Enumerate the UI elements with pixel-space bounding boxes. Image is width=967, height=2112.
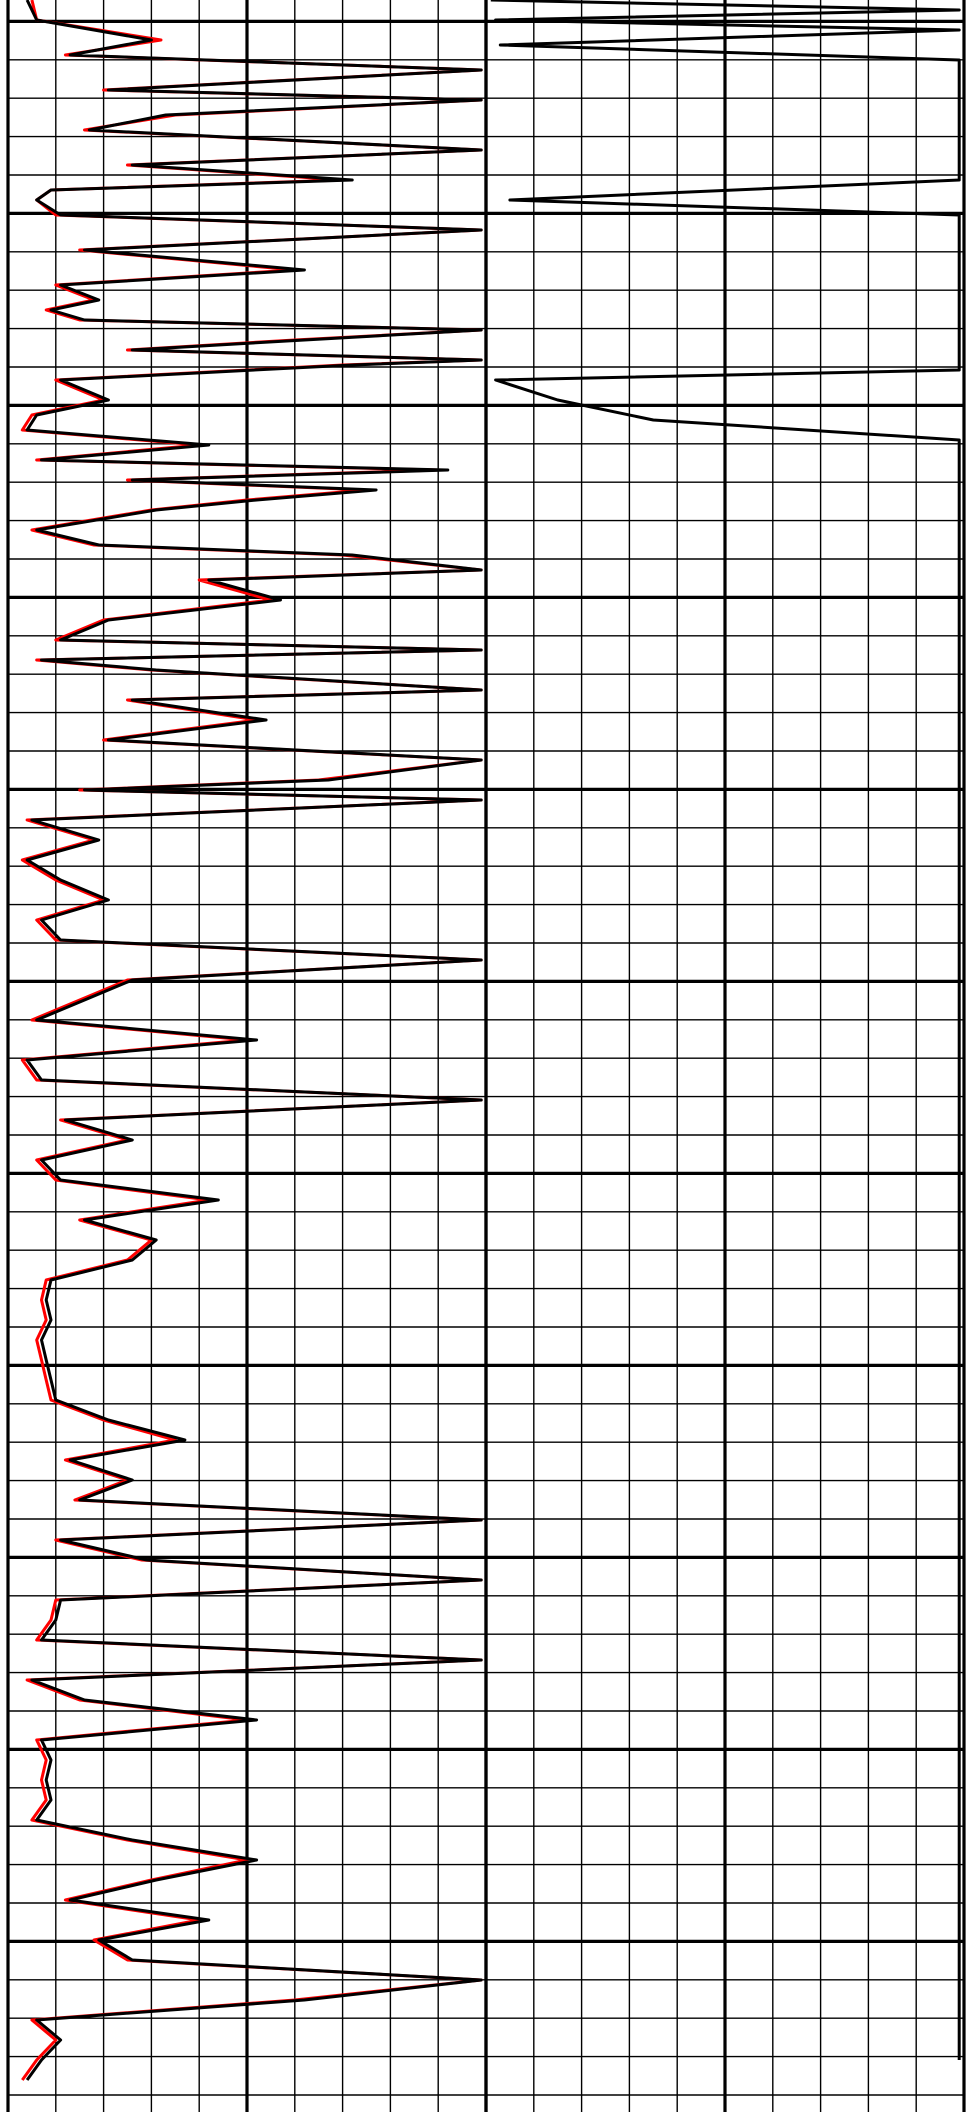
log-curves: [20, 0, 961, 2081]
track-1-curve-2: [25, 0, 483, 2081]
track-1-curve-1: [20, 0, 483, 2081]
track-2-curve-1: [490, 0, 961, 2060]
grid-lines: [6, 0, 966, 2112]
